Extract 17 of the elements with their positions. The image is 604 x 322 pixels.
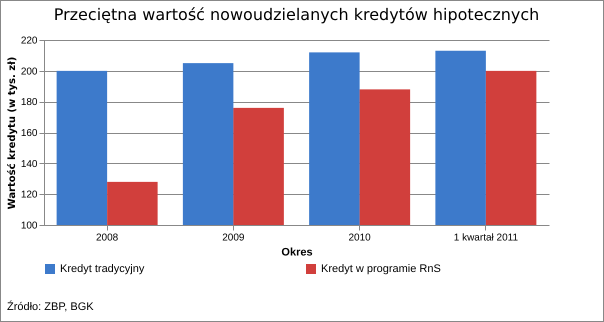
x-tick-label: 2010 (348, 232, 372, 244)
text: Źródło: ZBP, BGK (7, 301, 94, 313)
y-tick-label: 200 (20, 66, 38, 78)
y-axis-title: Wartość kredytu (w tys. zł) (6, 56, 18, 210)
y-tick-label: 100 (20, 220, 38, 232)
legend-label: Kredyt tradycyjny (60, 263, 145, 275)
y-tick-label: 160 (20, 128, 38, 139)
y-tick-label: 220 (20, 36, 38, 46)
y-tick-label: 140 (20, 158, 38, 170)
x-axis-title: Okres (281, 246, 313, 258)
x-tick-label: 2008 (96, 232, 119, 244)
chart-title: Przeciętna wartość nowoudzielanych kredytów hipotecznych (54, 5, 540, 24)
x-tick-label: 1 kwartał 2011 (454, 232, 518, 244)
y-tick-label: 180 (20, 97, 38, 108)
y-tick-label: 120 (20, 190, 38, 201)
legend-label: Kredyt w programie RnS (321, 263, 441, 275)
x-tick-label: 2009 (222, 232, 245, 244)
